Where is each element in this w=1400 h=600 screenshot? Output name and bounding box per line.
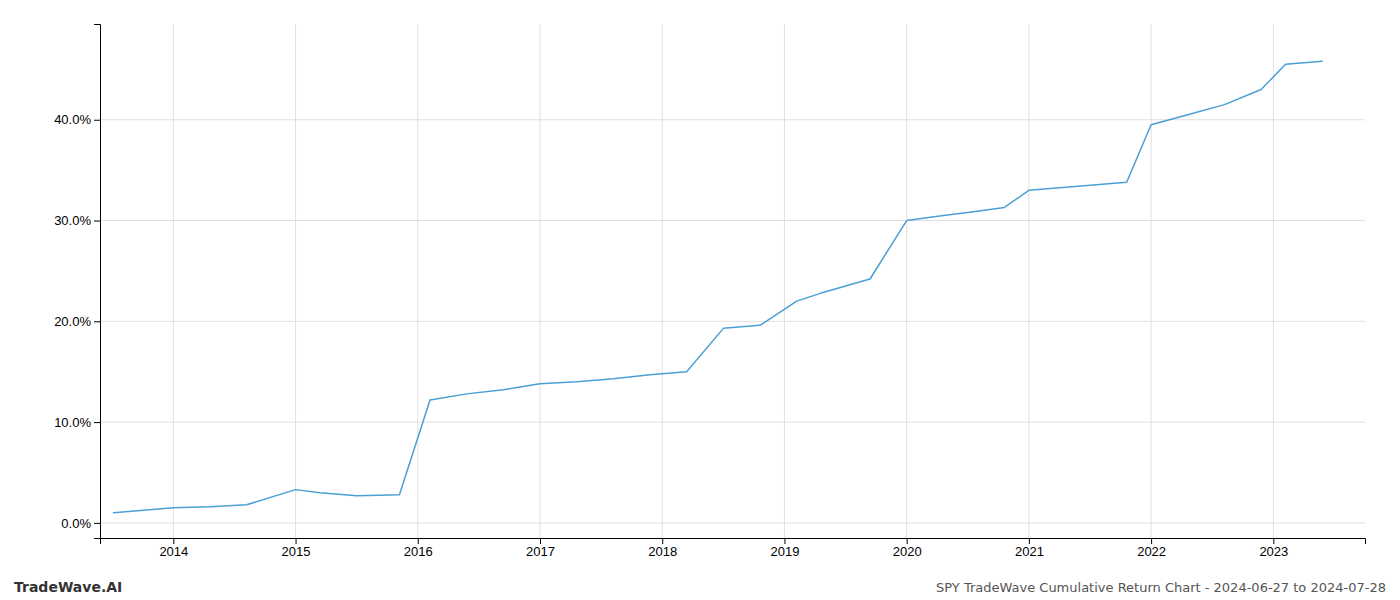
grid-line [1028,24,1029,538]
tick: 2023 [1259,538,1288,559]
tick: 2020 [893,538,922,559]
marks [113,61,1322,513]
grid-line [1273,24,1274,538]
title: SPY TradeWave Cumulative Return Chart - … [936,580,1386,595]
tick-mark [784,538,785,544]
grid-line [173,24,174,538]
grid-line [100,220,1365,221]
tick-mark [94,422,100,423]
tick: 2015 [282,538,311,559]
tick: 2019 [770,538,799,559]
grid-line [540,24,541,538]
grid-line [100,119,1365,120]
tick-label: 40.0% [54,112,91,127]
tick: 2017 [526,538,555,559]
tick-label: 2015 [282,544,311,559]
tick: 40.0% [54,112,100,127]
tick-mark [662,538,663,544]
plot-area: 2014 2015 2016 2017 2018 2019 2020 2021 2022 2023… [54,24,1365,559]
tick-label: 20.0% [54,314,91,329]
tick-label: 30.0% [54,213,91,228]
tick-label: 10.0% [54,415,91,430]
tick-mark [1151,538,1152,544]
tick: 30.0% [54,213,100,228]
tick-mark [540,538,541,544]
grid-line [100,321,1365,322]
tick: 2018 [648,538,677,559]
tick: 2016 [404,538,433,559]
tick-mark [907,538,908,544]
tick-label: 2017 [526,544,555,559]
watermark: TradeWave.AI [14,579,122,595]
grid-line [100,522,1365,523]
tick-label: 2023 [1259,544,1288,559]
grid-line [100,422,1365,423]
axis-line [101,539,1366,545]
grid-line [662,24,663,538]
tick: 10.0% [54,415,100,430]
tick-mark [296,538,297,544]
tick-label: 2014 [159,544,188,559]
tick-mark [1273,538,1274,544]
grid-line [295,24,296,538]
line [113,61,1322,513]
tick-label: 2018 [648,544,677,559]
grid-line [906,24,907,538]
tick: 2014 [159,538,188,559]
chart: 2014 2015 2016 2017 2018 2019 2020 2021 2022 2023… [0,0,1400,600]
tick-mark [1029,538,1030,544]
grid-line [784,24,785,538]
tick-mark [94,523,100,524]
tick-mark [94,120,100,121]
tick-label: 2021 [1015,544,1044,559]
tick: 2021 [1015,538,1044,559]
tick-mark [94,221,100,222]
grid-line [1151,24,1152,538]
x-axis: 2014 2015 2016 2017 2018 2019 2020 2021 2022 2023 [101,538,1366,559]
tick: 2022 [1137,538,1166,559]
grid-line [417,24,418,538]
tick-mark [173,538,174,544]
y-axis: 0.0% 10.0% 20.0% 30.0% 40.0% [54,25,100,539]
tick-label: 2019 [770,544,799,559]
axis-line [94,25,101,539]
tick-label: 2020 [893,544,922,559]
grid [100,24,1365,538]
tick-label: 0.0% [61,516,91,531]
tick-mark [418,538,419,544]
tick-label: 2022 [1137,544,1166,559]
tick: 20.0% [54,314,100,329]
tick-mark [94,321,100,322]
tick-label: 2016 [404,544,433,559]
tick: 0.0% [61,516,100,531]
